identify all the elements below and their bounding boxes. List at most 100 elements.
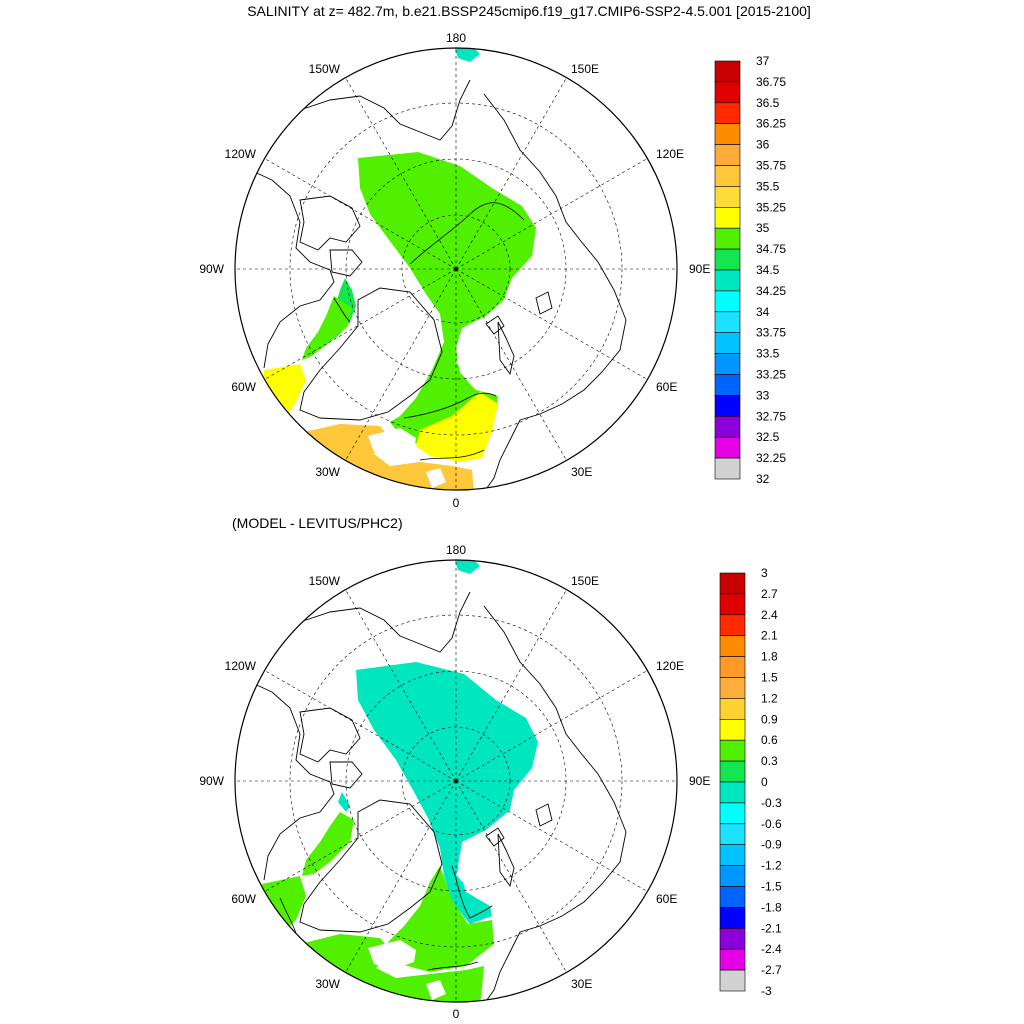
colorbar-swatch [714, 290, 741, 313]
lon-label: 150E [571, 574, 599, 588]
salinity-contour-line [419, 449, 485, 461]
colorbar-label: 32 [756, 472, 770, 486]
siberia-coast [483, 605, 627, 933]
difference-map-field [235, 560, 677, 1002]
salinity-map-border [234, 47, 678, 491]
colorbar-label: 1.5 [761, 671, 778, 685]
severnaya-zemlya [535, 291, 553, 315]
colorbar-swatch [719, 635, 746, 657]
lon-label: 0 [453, 496, 460, 510]
colorbar-label: 32.75 [756, 409, 786, 423]
colorbar-label: 33.25 [756, 368, 786, 382]
colorbar-swatch [719, 614, 746, 636]
svalbard-land [456, 856, 470, 882]
lon-label: 30E [571, 977, 592, 991]
difference-region-central-arctic [356, 662, 538, 924]
colorbar-label: 36.75 [756, 75, 786, 89]
colorbar-label: 0.9 [761, 712, 778, 726]
salinity-colorbar: 37 36.75 36.5 36.25 36 35.75 35.5 35.25 35 34.75 3… [714, 54, 786, 486]
canadian-archipelago [329, 761, 363, 789]
colorbar-swatch [719, 865, 746, 887]
salinity-graticule [235, 48, 677, 490]
salinity-map-field [235, 48, 677, 490]
colorbar-label: -1.8 [761, 900, 782, 914]
franz-josef-land [485, 827, 505, 847]
lon-label: 150E [571, 62, 599, 76]
canadian-archipelago [299, 195, 361, 251]
colorbar-label: 35 [756, 221, 770, 235]
colorbar-swatch [719, 718, 746, 741]
salinity-contour-line [333, 297, 351, 323]
colorbar-swatch [714, 81, 741, 104]
colorbar-label: 33 [756, 388, 770, 402]
colorbar-label: 34 [756, 305, 770, 319]
colorbar-swatch [719, 656, 746, 678]
difference-region-fram-strait [388, 866, 494, 972]
colorbar-label: -2.4 [761, 942, 782, 956]
north-america-coast [249, 169, 335, 369]
colorbar-swatch [719, 907, 746, 929]
difference-colorbar: 3 2.7 2.4 2.1 1.8 1.5 1.2 0.9 0.6 0.3 0 -0.3 -0.6 -0.… [719, 566, 782, 998]
colorbar-swatch [719, 969, 746, 992]
colorbar-label: -2.1 [761, 921, 782, 935]
franz-josef-land [485, 315, 505, 335]
jan-mayen-land [426, 468, 446, 488]
colorbar-swatch [714, 332, 741, 354]
colorbar-swatch [719, 572, 746, 595]
colorbar-label: 1.2 [761, 691, 778, 705]
colorbar-label: -2.7 [761, 963, 782, 977]
greenland-coast [299, 799, 443, 933]
lon-label: 120E [656, 659, 684, 673]
colorbar-swatch [714, 269, 741, 292]
difference-map-border [234, 559, 678, 1003]
colorbar-swatch [714, 207, 741, 229]
severnaya-zemlya [535, 803, 553, 827]
difference-region-baffin-strip [338, 792, 350, 812]
colorbar-label: 2.7 [761, 587, 778, 601]
colorbar-swatch [719, 677, 746, 699]
difference-region-baffin-bay [302, 812, 354, 876]
colorbar-label: 2.1 [761, 629, 778, 643]
colorbar-swatch [714, 186, 741, 208]
colorbar-swatch [714, 415, 741, 438]
colorbar-swatch [714, 60, 741, 83]
colorbar-swatch [719, 948, 746, 971]
lon-label: 60E [656, 892, 677, 906]
difference-contour-line [451, 865, 493, 919]
colorbar-label: -1.2 [761, 859, 782, 873]
colorbar-label: -0.6 [761, 817, 782, 831]
lon-label: 30W [315, 465, 340, 479]
colorbar-swatch [719, 760, 746, 783]
salinity-region-norwegian-sea [416, 392, 498, 462]
colorbar-swatch [714, 123, 741, 145]
canadian-archipelago [329, 249, 363, 277]
colorbar-swatch [714, 457, 741, 480]
colorbar-swatch [714, 374, 741, 396]
difference-contour-line [427, 961, 479, 971]
lon-label: 120W [225, 659, 257, 673]
colorbar-label: 0 [761, 775, 768, 789]
difference-map: 180 150E 120E 90E 60E 30E 0 30W 60W 90W … [199, 543, 710, 1021]
svalbard-land [456, 344, 470, 370]
salinity-region-bering [454, 48, 480, 62]
colorbar-label: 33.75 [756, 326, 786, 340]
colorbar-label: 36.25 [756, 117, 786, 131]
jan-mayen-land [426, 980, 446, 1000]
iceland-land [368, 940, 416, 970]
colorbar-label: 36 [756, 138, 770, 152]
colorbar-swatch [719, 593, 746, 616]
lon-label: 60W [231, 892, 256, 906]
colorbar-label: 35.75 [756, 159, 786, 173]
salinity-contour-line [409, 202, 525, 265]
colorbar-swatch [719, 927, 746, 950]
salinity-contour-line [403, 392, 497, 419]
colorbar-label: 32.25 [756, 451, 786, 465]
colorbar-label: 0.3 [761, 754, 778, 768]
colorbar-label: 1.8 [761, 650, 778, 664]
difference-graticule [235, 560, 677, 1002]
colorbar-swatch [714, 311, 741, 333]
colorbar-swatch [719, 739, 746, 762]
colorbar-label: -0.9 [761, 838, 782, 852]
colorbar-swatch [714, 436, 741, 459]
